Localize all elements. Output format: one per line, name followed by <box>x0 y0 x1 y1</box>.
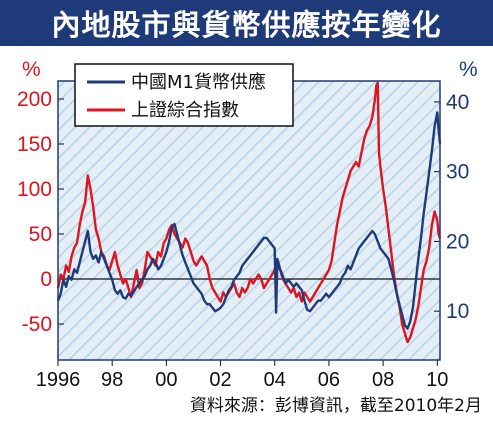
source-note: 資料來源：彭博資訊，截至2010年2月 <box>190 396 482 416</box>
x-tick-label: 1996 <box>36 369 81 391</box>
right-axis: 40 30 20 10 <box>434 91 469 323</box>
x-tick-label: 04 <box>264 369 286 391</box>
legend-box <box>74 63 294 127</box>
left-axis: 200 150 100 50 0 -50 <box>17 88 64 336</box>
right-tick-label: 10 <box>446 300 469 323</box>
right-tick-label: 20 <box>446 230 469 253</box>
left-tick-label: 150 <box>17 133 52 156</box>
left-tick-label: 50 <box>29 223 52 246</box>
right-tick-label: 30 <box>446 161 469 184</box>
legend-label-index: 上證綜合指數 <box>131 100 239 121</box>
x-tick-label: 02 <box>209 369 231 391</box>
series-line-m1 <box>56 111 442 330</box>
legend-label-m1: 中國M1貨幣供應 <box>131 71 266 93</box>
x-tick-label: 00 <box>155 369 177 391</box>
right-axis-unit: % <box>459 58 478 81</box>
x-axis: 1996 98 00 02 04 06 08 10 <box>36 360 448 391</box>
x-tick-label: 08 <box>372 369 394 391</box>
chart-canvas: % % 200 150 100 50 0 -50 40 30 20 10 1996 98 00 02 0… <box>17 58 482 416</box>
x-tick-label: 98 <box>101 369 123 391</box>
left-tick-label: 200 <box>17 88 52 111</box>
left-axis-unit: % <box>22 58 41 81</box>
left-tick-label: 0 <box>40 268 52 291</box>
series-layer <box>56 81 442 344</box>
left-tick-label: 100 <box>17 178 52 201</box>
x-tick-label: 06 <box>318 369 340 391</box>
left-tick-label: -50 <box>22 313 52 336</box>
chart-title: 內地股市與貨幣供應按年變化 <box>0 0 493 46</box>
legend: 中國M1貨幣供應 上證綜合指數 <box>74 63 294 127</box>
right-tick-label: 40 <box>446 91 469 114</box>
series-line-index <box>56 81 442 344</box>
x-tick-label: 10 <box>426 369 448 391</box>
plot-area <box>58 81 440 360</box>
